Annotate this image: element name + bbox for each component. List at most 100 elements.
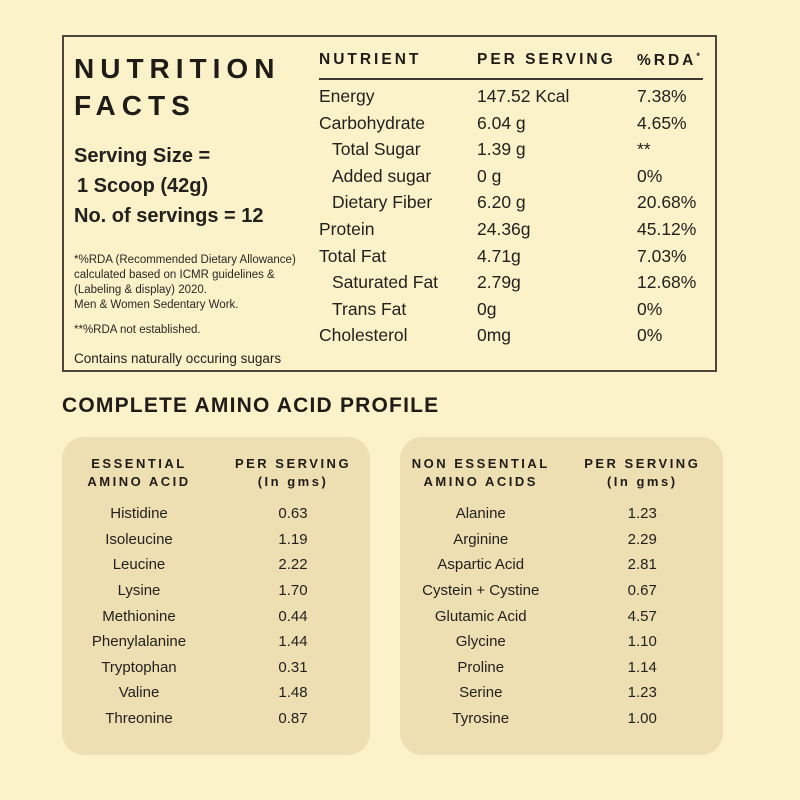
serving-info: Serving Size = 1 Scoop (42g) No. of serv…	[74, 141, 309, 231]
essential-header-line2: AMINO ACID	[87, 473, 191, 489]
nutrient-rda: 0%	[637, 298, 663, 319]
amino-value: 1.14	[627, 658, 657, 676]
table-row: Energy 147.52 Kcal 7.38%	[319, 83, 703, 110]
essential-header-name: ESSENTIAL AMINO ACID	[62, 455, 216, 490]
sedentary-work-note: Men & Women Sedentary Work.	[74, 299, 239, 312]
amino-value: 1.10	[627, 633, 657, 651]
table-row: Cholesterol 0mg 0%	[319, 323, 703, 350]
nutrient-name: Carbohydrate	[319, 112, 426, 133]
list-item: Arginine 2.29	[400, 527, 723, 553]
list-item: Proline 1.14	[400, 655, 723, 681]
nutrient-name: Saturated Fat	[332, 272, 439, 293]
nutrition-facts-title: NUTRITION FACTS	[74, 50, 309, 124]
nutrient-name: Trans Fat	[332, 298, 407, 319]
table-row: Saturated Fat 2.79g 12.68%	[319, 269, 703, 296]
natural-sugars-note: Contains naturally occuring sugars	[74, 351, 282, 367]
nutrient-name: Total Sugar	[332, 139, 421, 160]
amino-name: Isoleucine	[105, 530, 173, 548]
nutrient-value: 0 g	[477, 165, 502, 186]
amino-cards: ESSENTIAL AMINO ACID PER SERVING (In gms…	[62, 437, 723, 755]
list-item: Glutamic Acid 4.57	[400, 603, 723, 629]
nutrient-value: 0mg	[477, 325, 512, 346]
amino-value: 1.70	[278, 582, 308, 600]
list-item: Phenylalanine 1.44	[62, 629, 370, 655]
list-item: Lysine 1.70	[62, 578, 370, 604]
non-essential-card-header: NON ESSENTIAL AMINO ACIDS PER SERVING (I…	[400, 455, 723, 490]
col-header-rda: %RDA*	[637, 51, 700, 70]
nutrition-facts-summary: NUTRITION FACTS Serving Size = 1 Scoop (…	[64, 37, 319, 370]
nutrient-value: 24.36g	[477, 218, 531, 239]
list-item: Methionine 0.44	[62, 603, 370, 629]
nutrient-value: 4.71g	[477, 245, 521, 266]
list-item: Tyrosine 1.00	[400, 706, 723, 732]
amino-value: 1.00	[627, 710, 657, 728]
nutrient-table: NUTRIENT PER SERVING %RDA* Energy 147.52…	[319, 37, 715, 370]
amino-value: 0.63	[278, 505, 308, 523]
table-row: Total Fat 4.71g 7.03%	[319, 243, 703, 270]
amino-value: 2.29	[627, 530, 657, 548]
amino-name: Phenylalanine	[91, 633, 187, 651]
list-item: Aspartic Acid 2.81	[400, 552, 723, 578]
amino-name: Lysine	[117, 582, 161, 600]
non-essential-header-line1: NON ESSENTIAL	[411, 456, 550, 471]
list-item: Valine 1.48	[62, 680, 370, 706]
nutrition-facts-panel: NUTRITION FACTS Serving Size = 1 Scoop (…	[62, 35, 717, 372]
amino-name: Arginine	[453, 530, 509, 548]
amino-name: Tryptophan	[101, 658, 177, 676]
table-row: Added sugar 0 g 0%	[319, 163, 703, 190]
per-serving-line1: PER SERVING	[584, 456, 701, 471]
nutrient-table-body: Energy 147.52 Kcal 7.38% Carbohydrate 6.…	[319, 83, 703, 349]
amino-value: 1.19	[278, 530, 308, 548]
essential-header-per-serving: PER SERVING (In gms)	[216, 455, 370, 490]
list-item: Histidine 0.63	[62, 501, 370, 527]
amino-name: Threonine	[105, 710, 173, 728]
rda-asterisk: *	[696, 51, 700, 61]
nutrient-value: 147.52 Kcal	[477, 85, 570, 106]
amino-value: 2.81	[627, 556, 657, 574]
amino-value: 0.31	[278, 658, 308, 676]
nutrient-value: 1.39 g	[477, 139, 526, 160]
per-serving-line2: (In gms)	[257, 473, 329, 489]
essential-amino-card: ESSENTIAL AMINO ACID PER SERVING (In gms…	[62, 437, 370, 755]
nutrient-rda: 7.38%	[637, 85, 687, 106]
nutrient-rda: 7.03%	[637, 245, 687, 266]
amino-name: Alanine	[455, 505, 506, 523]
nutrient-rda: 4.65%	[637, 112, 687, 133]
non-essential-header-line2: AMINO ACIDS	[423, 473, 538, 489]
amino-value: 1.44	[278, 633, 308, 651]
servings-count: No. of servings = 12	[74, 205, 264, 228]
essential-card-header: ESSENTIAL AMINO ACID PER SERVING (In gms…	[62, 455, 370, 490]
amino-value: 0.67	[627, 582, 657, 600]
nutrient-name: Protein	[319, 218, 375, 239]
amino-name: Tyrosine	[452, 710, 510, 728]
amino-value: 0.44	[278, 607, 308, 625]
per-serving-line2: (In gms)	[606, 473, 678, 489]
list-item: Threonine 0.87	[62, 706, 370, 732]
table-row: Total Sugar 1.39 g **	[319, 136, 703, 163]
nutrition-title-line2: FACTS	[74, 90, 196, 122]
nutrient-name: Dietary Fiber	[332, 192, 433, 213]
table-row: Dietary Fiber 6.20 g 20.68%	[319, 190, 703, 217]
essential-header-line1: ESSENTIAL	[91, 456, 187, 471]
list-item: Isoleucine 1.19	[62, 527, 370, 553]
amino-name: Proline	[457, 658, 505, 676]
nutrient-value: 6.20 g	[477, 192, 526, 213]
nutrient-value: 2.79g	[477, 272, 521, 293]
nutrient-rda: 12.68%	[637, 272, 697, 293]
essential-card-body: Histidine 0.63 Isoleucine 1.19 Leucine 2.22…	[62, 501, 370, 731]
nutrient-value: 6.04 g	[477, 112, 526, 133]
list-item: Alanine 1.23	[400, 501, 723, 527]
rda-not-established-note: **%RDA not established.	[74, 324, 201, 337]
non-essential-header-per-serving: PER SERVING (In gms)	[562, 455, 724, 490]
nutrient-name: Energy	[319, 85, 375, 106]
amino-name: Cystein + Cystine	[422, 582, 540, 600]
rda-footnotes: *%RDA (Recommended Dietary Allowance) ca…	[74, 253, 309, 313]
amino-value: 2.22	[278, 556, 308, 574]
amino-value: 4.57	[627, 607, 657, 625]
nutrition-title-line1: NUTRITION	[74, 53, 281, 84]
nutrient-rda: 0%	[637, 165, 663, 186]
amino-value: 1.23	[627, 684, 657, 702]
list-item: Leucine 2.22	[62, 552, 370, 578]
amino-name: Aspartic Acid	[437, 556, 525, 574]
